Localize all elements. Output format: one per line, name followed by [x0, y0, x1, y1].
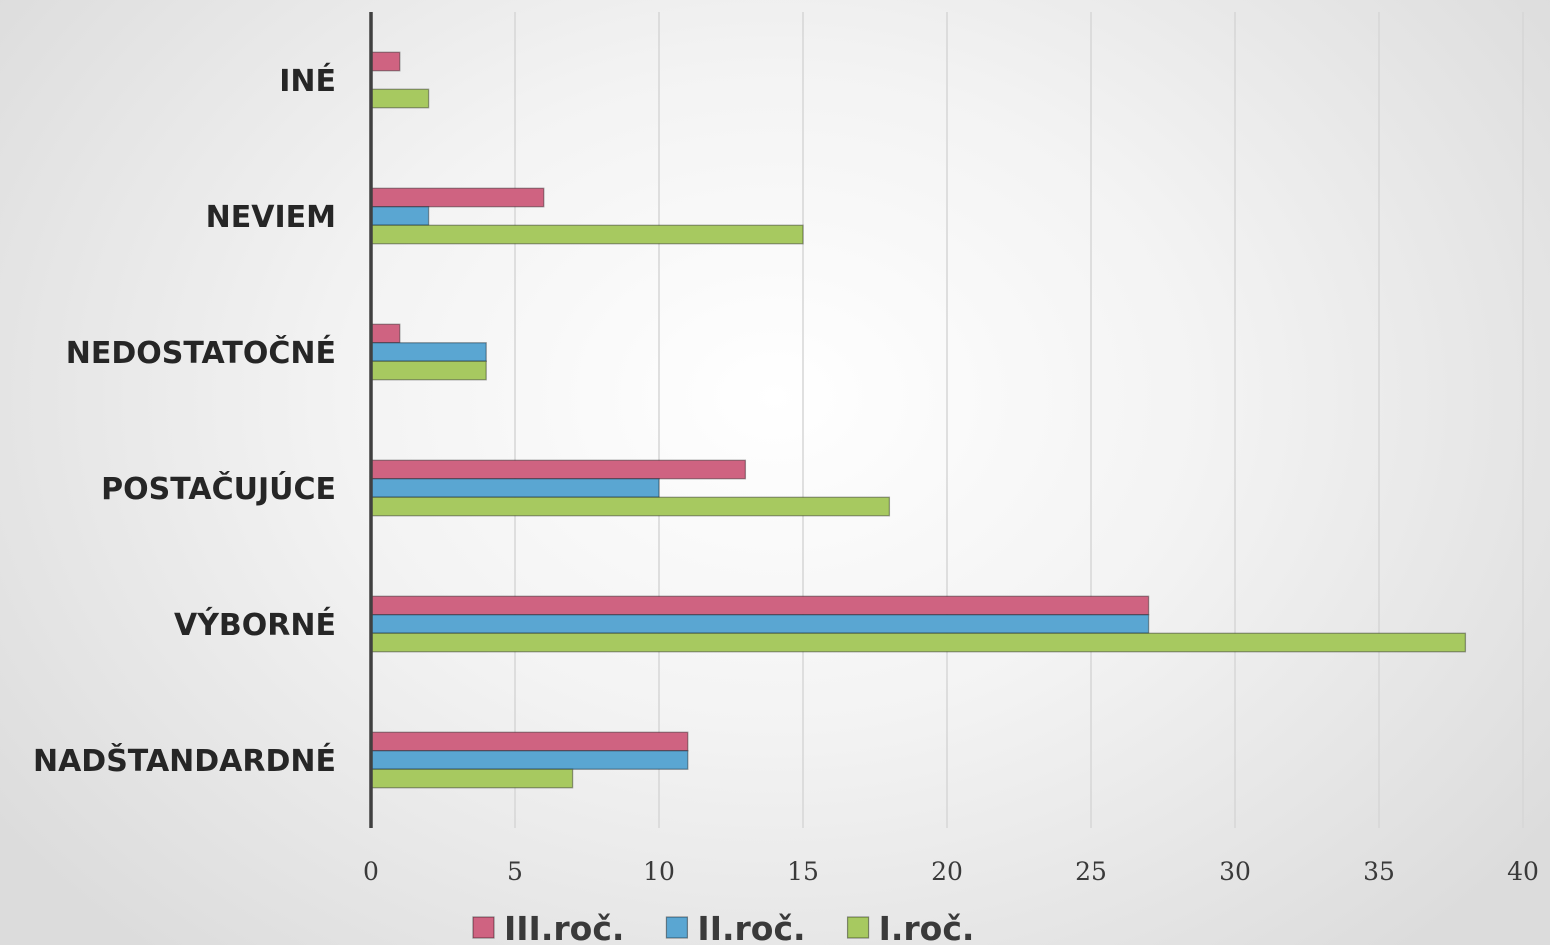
legend-label: I.roč. — [879, 909, 975, 945]
x-tick-label: 15 — [787, 857, 819, 886]
bar — [370, 496, 891, 517]
bar — [370, 595, 1150, 616]
bar — [370, 206, 430, 226]
legend-label: II.roč. — [697, 909, 805, 945]
bar — [370, 323, 401, 344]
x-tick-label: 20 — [931, 857, 963, 886]
x-tick-label: 30 — [1219, 857, 1251, 886]
legend-label: III.roč. — [504, 909, 624, 945]
bar — [370, 360, 487, 381]
bar — [370, 224, 804, 245]
bar — [370, 768, 574, 789]
bar — [370, 88, 430, 109]
x-tick-label: 0 — [363, 857, 379, 886]
bar — [370, 187, 545, 208]
bar — [370, 632, 1467, 653]
bar — [370, 51, 401, 72]
bar — [370, 478, 660, 498]
legend-swatch — [472, 916, 495, 939]
category-label: VÝBORNÉ — [174, 606, 336, 643]
x-tick-label: 5 — [507, 857, 523, 886]
x-tick-label: 35 — [1363, 857, 1395, 886]
category-label: POSTAČUJÚCE — [101, 470, 336, 507]
legend-swatch — [846, 916, 870, 939]
category-label: NADŠTANDARDNÉ — [33, 742, 336, 779]
bar — [370, 731, 689, 752]
bar — [370, 342, 487, 362]
x-tick-label: 10 — [643, 857, 675, 886]
x-tick-label: 40 — [1507, 857, 1539, 886]
legend-swatch — [665, 916, 689, 939]
bar — [370, 614, 1150, 634]
x-tick-label: 25 — [1075, 857, 1107, 886]
bar — [370, 459, 747, 480]
category-label: NEVIEM — [206, 200, 336, 235]
bar — [370, 750, 689, 770]
category-label: NEDOSTATOČNÉ — [66, 334, 336, 371]
category-label: INÉ — [279, 63, 336, 99]
